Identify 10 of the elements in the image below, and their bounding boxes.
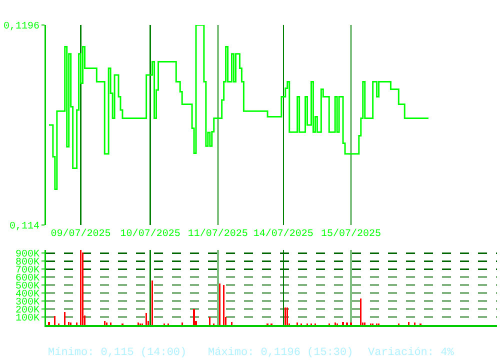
x-tick-label: 09/07/2025: [50, 228, 111, 240]
text: Variación: 4%: [368, 347, 454, 359]
text: Mínimo: 0,115 (14:00): [48, 347, 187, 359]
y-tick-label: 0,114: [9, 222, 40, 232]
y-tick-label: 0,1196: [3, 22, 40, 32]
text: Máximo: 0,1196 (15:30): [208, 347, 354, 359]
x-tick-label: 10/07/2025: [120, 228, 180, 240]
x-tick-label: 11/07/2025: [188, 228, 248, 240]
x-tick-label: 15/07/2025: [320, 228, 381, 240]
x-tick-label: 14/07/2025: [253, 228, 314, 240]
